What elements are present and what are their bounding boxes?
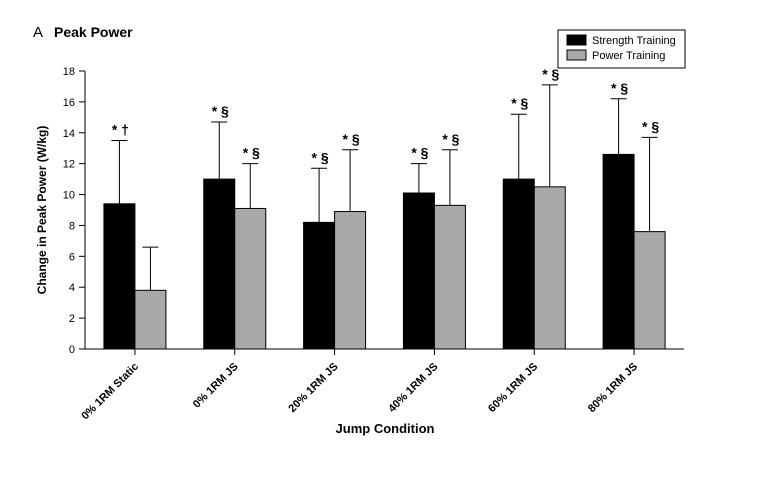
x-axis-ticks: 0% 1RM Static 0% 1RM JS 20% 1RM JS 40% 1RM … [79, 349, 640, 422]
bar-strength-training [303, 221, 336, 350]
significance-marker: * § [442, 131, 459, 147]
y-axis-label: Change in Peak Power (W/kg) [35, 126, 49, 295]
significance-marker: * † [112, 122, 129, 138]
significance-marker: * § [243, 145, 260, 161]
bar-strength-training [203, 178, 236, 350]
significance-marker: * § [511, 95, 528, 111]
bar-power-training [533, 186, 566, 350]
y-tick-label: 14 [63, 128, 75, 140]
significance-marker: * § [212, 103, 229, 119]
bar-power-training [234, 207, 267, 350]
error-bars [111, 84, 658, 291]
x-tick-label: 20% 1RM JS [286, 361, 340, 415]
significance-annotations: * † * § * § * § * § * § * § * § * § * § * § [112, 66, 660, 165]
x-tick-label: 40% 1RM JS [386, 361, 440, 415]
legend-label-strength: Strength Training [592, 35, 676, 47]
y-tick-label: 4 [69, 282, 75, 294]
bar-power-training [134, 289, 167, 350]
y-tick-label: 6 [69, 251, 75, 263]
legend-swatch-strength [566, 34, 587, 46]
x-tick-label: 80% 1RM JS [586, 361, 640, 415]
x-tick-label: 60% 1RM JS [486, 361, 540, 415]
legend-swatch-power [566, 49, 587, 61]
significance-marker: * § [343, 131, 360, 147]
chart-title: Peak Power [54, 24, 133, 40]
y-tick-label: 8 [69, 220, 75, 232]
bar-strength-training [502, 178, 535, 350]
y-tick-label: 2 [69, 313, 75, 325]
legend-label-power: Power Training [592, 50, 665, 62]
legend: Strength Training Power Training [557, 29, 686, 69]
y-tick-label: 0 [69, 344, 75, 356]
y-tick-label: 12 [63, 159, 75, 171]
significance-marker: * § [312, 149, 329, 165]
y-tick-label: 16 [63, 97, 75, 109]
y-tick-label: 18 [63, 66, 75, 78]
bar-power-training [433, 204, 466, 350]
bars [103, 153, 666, 350]
bar-strength-training [602, 153, 635, 350]
significance-marker: * § [611, 80, 628, 96]
y-tick-label: 10 [63, 190, 75, 202]
x-tick-label: 0% 1RM JS [191, 361, 241, 411]
x-axis-label: Jump Condition [336, 421, 435, 436]
bar-power-training [633, 231, 666, 350]
panel-letter: A [33, 24, 43, 41]
significance-marker: * § [642, 118, 659, 134]
y-axis-ticks: 0 2 4 6 8 10 12 14 16 18 [63, 66, 85, 356]
bar-strength-training [402, 192, 435, 350]
significance-marker: * § [411, 145, 428, 161]
bar-strength-training [103, 203, 136, 350]
bar-power-training [334, 211, 367, 350]
x-tick-label: 0% 1RM Static [79, 361, 141, 423]
significance-marker: * § [542, 66, 559, 82]
